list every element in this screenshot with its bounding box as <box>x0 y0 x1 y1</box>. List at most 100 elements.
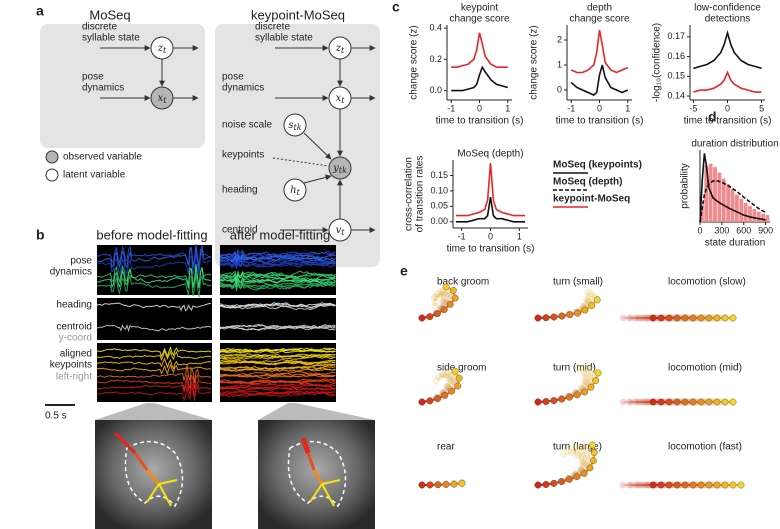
bar <box>721 178 726 222</box>
line <box>451 32 508 68</box>
skeleton <box>587 375 592 384</box>
keypoint <box>673 481 681 489</box>
legend-swatch <box>45 150 59 164</box>
trace <box>219 372 336 378</box>
keypoint <box>583 296 591 304</box>
keypoint <box>534 398 542 406</box>
trace <box>219 370 336 377</box>
keypoint <box>689 314 697 322</box>
skeleton <box>306 452 316 471</box>
keypoint <box>580 441 588 448</box>
keypoint <box>697 398 705 406</box>
keypoint <box>446 300 454 308</box>
x-tick-label: 5 <box>759 103 764 113</box>
chart-title: keypoint <box>461 3 498 14</box>
skeleton <box>438 373 448 378</box>
keypoint <box>584 288 592 296</box>
skeleton <box>575 445 584 452</box>
row-label: heading <box>56 300 92 311</box>
keypoint <box>665 481 673 489</box>
legend-label: latent variable <box>63 170 126 181</box>
skeleton <box>448 370 456 377</box>
keypoint <box>633 314 641 322</box>
keypoint <box>449 286 457 294</box>
x-tick-label: 1 <box>625 103 630 113</box>
skeleton <box>300 437 311 454</box>
keypoint <box>572 442 580 450</box>
x-tick-label: 0 <box>725 103 730 113</box>
node-subscript: t <box>341 46 345 55</box>
keypoint <box>586 464 594 472</box>
keypoint <box>580 364 587 372</box>
trace <box>96 246 212 272</box>
keypoint <box>560 450 567 458</box>
keypoint <box>729 314 737 322</box>
skeleton <box>443 294 447 303</box>
keypoint <box>588 441 596 449</box>
node-label: zt <box>335 43 345 56</box>
keypoint <box>619 481 627 489</box>
keypoint <box>438 291 446 299</box>
node-subscript: t <box>341 228 345 237</box>
skeleton <box>321 483 335 507</box>
chart-title: change score <box>569 14 629 25</box>
skeleton <box>434 293 443 298</box>
skeleton <box>581 449 588 458</box>
arrow <box>303 132 332 160</box>
node-symbol: y <box>332 163 339 174</box>
arrow <box>303 174 332 184</box>
legend-label: observed variable <box>63 152 142 163</box>
keypoint <box>575 452 582 460</box>
y-axis-label: of transition rates <box>415 156 426 233</box>
x-tick-label: 0 <box>488 231 493 241</box>
keypoint <box>432 302 439 310</box>
keypoint <box>588 302 596 309</box>
line <box>570 64 629 96</box>
skeleton <box>435 374 444 382</box>
skeleton <box>442 374 450 381</box>
row-label: centroid <box>56 322 92 333</box>
node-subscript: t <box>341 96 345 105</box>
y-tick-label: 0.4 <box>429 23 442 33</box>
keypoint <box>550 397 558 404</box>
keypoint <box>580 370 587 377</box>
skeleton <box>145 469 161 485</box>
keypoint <box>426 313 434 320</box>
keypoint <box>721 314 729 322</box>
keypoint <box>697 481 705 489</box>
behavior-title: back groom <box>437 277 489 288</box>
keypoint <box>580 470 588 477</box>
keypoint <box>643 314 651 322</box>
keypoint <box>641 481 649 489</box>
keypoint <box>435 373 443 381</box>
skeleton <box>158 483 172 507</box>
node-label: vt <box>336 225 346 238</box>
keypoint <box>558 312 566 320</box>
keypoint <box>579 452 586 460</box>
behavior-title: turn (small) <box>553 277 603 288</box>
keypoint <box>573 391 581 399</box>
trace <box>97 345 212 359</box>
keypoint <box>619 314 627 322</box>
skeleton <box>454 376 458 385</box>
keypoint <box>581 377 589 385</box>
keypoint <box>649 481 657 489</box>
trace <box>219 380 336 388</box>
skeleton <box>587 368 592 377</box>
keypoint <box>643 398 651 406</box>
keypoint <box>542 481 550 488</box>
x-tick-label: 0 <box>697 225 702 235</box>
keypoint <box>582 453 590 461</box>
arrow <box>272 157 330 167</box>
trace <box>219 373 336 379</box>
scale-label: 0.5 s <box>45 411 67 422</box>
keypoint <box>681 314 689 322</box>
line <box>455 196 526 223</box>
keypoint <box>633 481 641 489</box>
zoom-wedge <box>258 403 375 420</box>
bar <box>752 208 757 222</box>
keypoint <box>418 481 426 489</box>
keypoint <box>579 446 587 454</box>
trace <box>219 361 336 366</box>
x-tick-label: 0 <box>477 103 482 113</box>
